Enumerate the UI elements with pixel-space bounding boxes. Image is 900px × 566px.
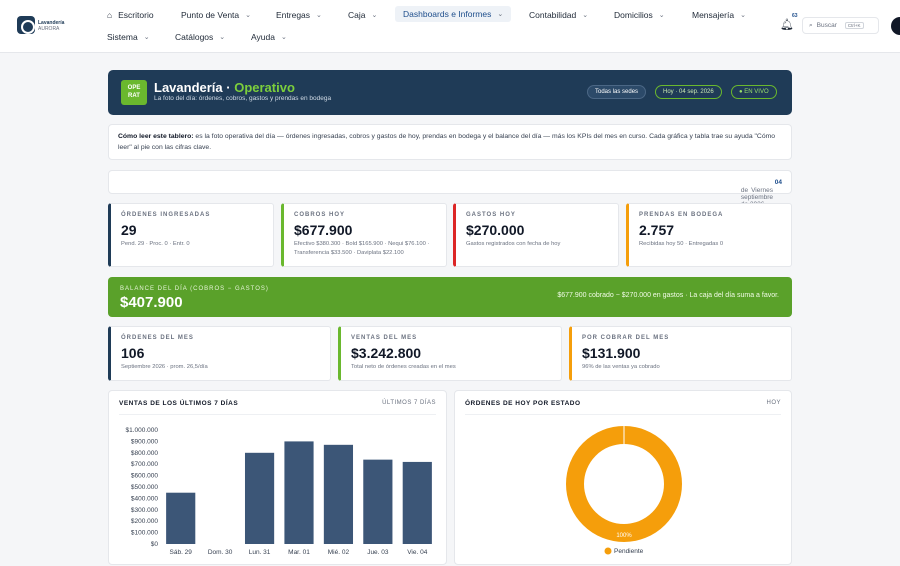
chevron-down-icon: ⌄ [143,34,150,41]
pie-slice [566,426,682,542]
chevron-down-icon: ⌄ [658,12,665,19]
y-tick-label: $400.000 [131,495,158,502]
y-tick-label: $300.000 [131,507,158,514]
y-tick-label: $600.000 [131,473,158,480]
sedes-filter[interactable]: Todas las sedes [587,85,647,99]
nav-entregas[interactable]: Entregas ⌄ [276,10,322,20]
brand-logo[interactable] [17,16,35,34]
chevron-down-icon: ⌄ [582,12,589,19]
ventas-chart-panel: VENTAS DE LOS ÚLTIMOS 7 DÍAS ÚLTIMOS 7 D… [108,390,447,565]
shortcut-hint: Ctrl+K [844,22,864,29]
chevron-down-icon: ⌄ [219,34,226,41]
user-avatar[interactable] [891,17,900,35]
home-icon: ⌂ [107,10,113,20]
legend-label: Pendiente [614,548,644,555]
balance-value: $407.900 [120,294,183,311]
brand-name: Lavandería AURORA [38,20,65,32]
data-label: 100% [616,533,632,539]
estado-chart-panel: ÓRDENES DE HOY POR ESTADO HOY 100% Pendie… [454,390,792,565]
nav-dashboards[interactable]: Dashboards e Informes ⌄ [395,6,512,22]
bar [402,461,432,544]
bar [166,492,196,544]
nav-punto-venta[interactable]: Punto de Venta ⌄ [181,10,252,20]
kpi-prendas-bodega: Prendas en bodega 2.757 Recibidas hoy 50 ·… [626,203,792,267]
y-tick-label: $800.000 [131,450,158,457]
ventas-bar-chart: $0 $100.000 $200.000 $300.000 $400.000 $500.0… [125,427,432,556]
live-indicator: ● EN VIVO [731,85,777,99]
top-navigation: Lavandería AURORA ⌂ Escritorio Punto de Ve… [0,0,900,53]
y-tick-label: $700.000 [131,461,158,468]
kpi-ventas-mes: Ventas del mes $3.242.800 Total neto de ór… [338,326,562,381]
nav-ayuda[interactable]: Ayuda ⌄ [251,32,287,42]
nav-domicilios[interactable]: Domicilios ⌄ [614,10,665,20]
status-badge: OPE RAT [121,80,147,105]
y-tick-label: $500.000 [131,484,158,491]
kpi-ordenes-hoy: Órdenes ingresadas 29 Pend. 29 · Proc. 0 ·… [108,203,274,267]
nav-sistema[interactable]: Sistema ⌄ [107,32,150,42]
hero-banner: OPE RAT Lavandería · Operativo La foto d… [108,70,792,115]
page-subtitle: La foto del día: órdenes, cobros, gastos… [154,95,332,102]
y-tick-label: $200.000 [131,518,158,525]
x-tick-label: Lun. 31 [249,549,271,556]
help-note: Cómo leer este tablero: es la foto opera… [108,124,792,160]
y-tick-label: $900.000 [131,438,158,445]
x-tick-label: Vie. 04 [407,549,428,556]
nav-contabilidad[interactable]: Contabilidad ⌄ [529,10,589,20]
search-icon: ⌕ [809,21,813,29]
nav-caja[interactable]: Caja ⌄ [348,10,378,20]
nav-mensajeria[interactable]: Mensajería ⌄ [692,10,746,20]
bell-icon[interactable]: 🔔︎ [780,19,794,31]
search-button[interactable]: ⌕ Buscar Ctrl+K [802,17,879,34]
x-tick-label: Mié. 02 [328,549,350,556]
chevron-down-icon: ⌄ [316,12,322,19]
nav-escritorio[interactable]: ⌂ Escritorio [107,10,154,20]
bar [244,452,275,544]
chevron-down-icon: ⌄ [371,12,378,19]
chevron-down-icon: ⌄ [245,12,252,19]
legend-swatch [604,547,612,555]
kpi-cobros-hoy: Cobros hoy $677.900 Efectivo $380.300 · Bo… [281,203,447,267]
x-tick-label: Sáb. 29 [170,549,193,556]
notification-count: 63 [792,13,798,19]
chevron-down-icon: ⌄ [280,34,287,41]
bar [284,441,314,544]
y-tick-label: $1.000.000 [125,427,158,434]
x-tick-label: Jue. 03 [367,549,389,556]
date-filter[interactable]: Hoy · 04 sep. 2026 [655,85,722,99]
bar [363,459,393,544]
bar [323,444,354,544]
y-tick-label: $0 [151,541,159,548]
chevron-down-icon: ⌄ [497,11,504,18]
x-tick-label: Mar. 01 [288,549,310,556]
chevron-down-icon: ⌄ [740,12,746,19]
x-tick-label: Dom. 30 [208,549,233,556]
kpi-gastos-hoy: Gastos hoy $270.000 Gastos registrados con… [453,203,619,267]
page-title: Lavandería · Operativo [154,80,295,95]
estado-donut-chart: 100% Pendiente [566,426,682,555]
kpi-por-cobrar: Por cobrar del mes $131.900 96% de las ven… [569,326,792,381]
y-tick-label: $100.000 [131,530,158,537]
balance-banner: BALANCE DEL DÍA (COBROS − GASTOS) $407.9… [108,277,792,317]
date-bar: Viernes 04 de septiembre de 2026 [108,170,792,208]
kpi-ordenes-mes: Órdenes del mes 106 Septiembre 2026 · prom… [108,326,331,381]
nav-catalogos[interactable]: Catálogos ⌄ [175,32,226,42]
